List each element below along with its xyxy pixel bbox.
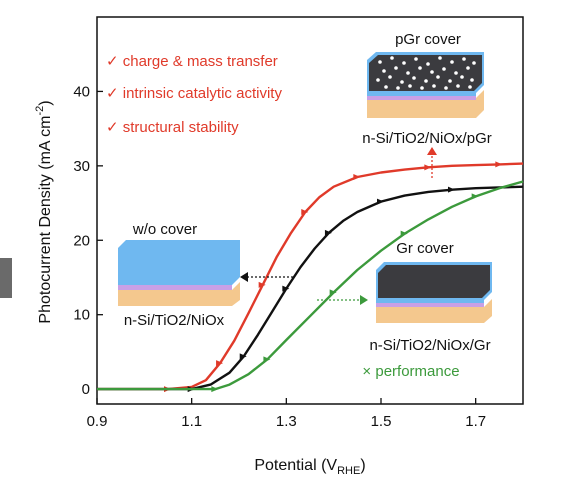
arrow-green-right	[317, 295, 368, 305]
x-tick-label: 0.9	[87, 413, 108, 430]
graphene-pore	[444, 86, 448, 90]
scan-direction-marker	[329, 289, 337, 296]
wo-cover-inset: w/o cover n-Si/TiO2/NiOx	[118, 221, 240, 329]
left-edge-mark	[0, 258, 12, 298]
graphene-pore	[418, 66, 422, 70]
note-charge-transfer: ✓ charge & mass transfer	[106, 53, 278, 70]
note-catalytic-activity: ✓ intrinsic catalytic activity	[106, 85, 282, 102]
gr-graphene-top	[378, 265, 490, 298]
wo-nio-block	[118, 240, 240, 285]
graphene-pore	[414, 57, 418, 61]
gr-substrate	[376, 307, 484, 323]
y-tick-label: 0	[82, 381, 90, 398]
x-axis-title: Potential (VRHE)	[254, 457, 365, 477]
scan-direction-marker	[377, 198, 384, 205]
gr-tio2-layer	[376, 303, 484, 307]
graphene-pore	[468, 85, 472, 89]
y-tick-label: 20	[73, 232, 90, 249]
gr-nio-layer	[376, 300, 484, 303]
graphene-pore	[460, 75, 464, 79]
wo-tio2-layer	[118, 285, 232, 290]
axis-tick-labels: 0.9 1.1 1.3 1.5 1.7 0 10 20 30 40	[73, 83, 486, 430]
graphene-pore	[382, 69, 386, 73]
scan-direction-marker	[239, 353, 247, 360]
note-structural-stability: ✓ structural stability	[106, 119, 239, 136]
graphene-pore	[400, 80, 404, 84]
pgr-nio-layer	[367, 93, 476, 96]
scan-direction-marker	[211, 386, 219, 393]
axis-ticks	[96, 90, 477, 404]
pgr-pores	[376, 56, 476, 90]
graphene-pore	[390, 56, 394, 60]
graphene-pore	[376, 78, 380, 82]
gr-cover-title: Gr cover	[396, 240, 454, 257]
wo-cover-title: w/o cover	[132, 221, 197, 238]
graphene-pore	[438, 56, 442, 60]
scan-direction-marker	[495, 161, 503, 168]
x-tick-label: 1.1	[181, 413, 202, 430]
scan-direction-marker	[424, 164, 432, 171]
graphene-pore	[426, 62, 430, 66]
graphene-pore	[420, 86, 424, 90]
scan-direction-marker	[324, 229, 332, 236]
pgr-tio2-layer	[367, 96, 476, 100]
graphene-pore	[402, 61, 406, 65]
graphene-pore	[430, 70, 434, 74]
graphene-pore	[394, 66, 398, 70]
graphene-pore	[454, 71, 458, 75]
wo-substrate	[118, 282, 240, 306]
graphene-pore	[396, 86, 400, 90]
scan-direction-marker	[471, 193, 479, 200]
scan-direction-marker	[448, 186, 455, 193]
arrow-red-up	[427, 147, 437, 178]
y-tick-label: 30	[73, 158, 90, 175]
arrow-black-left	[240, 272, 293, 282]
graphene-pore	[462, 57, 466, 61]
scan-direction-marker	[263, 356, 271, 363]
pgr-substrate	[367, 100, 476, 118]
scan-direction-marker	[258, 281, 266, 288]
graphene-pore	[412, 76, 416, 80]
graphene-pore	[470, 78, 474, 82]
wo-structure-label: n-Si/TiO2/NiOx	[124, 312, 225, 329]
graphene-pore	[448, 79, 452, 83]
graphene-pore	[424, 79, 428, 83]
x-tick-label: 1.7	[465, 413, 486, 430]
pgr-graphene-top	[369, 55, 482, 91]
graphene-pore	[442, 67, 446, 71]
scan-direction-marker	[282, 285, 290, 292]
graphene-pore	[436, 75, 440, 79]
x-tick-label: 1.3	[276, 413, 297, 430]
pgr-cover-inset: pGr cover n-Si/TiO2/NiOx/pGr	[362, 31, 491, 147]
graphene-pore	[472, 61, 476, 65]
gr-substrate-side	[484, 299, 492, 323]
gr-structure-label: n-Si/TiO2/NiOx/Gr	[369, 337, 490, 354]
performance-note: × performance	[362, 363, 459, 380]
scan-direction-marker	[301, 208, 309, 215]
y-axis-title: Photocurrent Density (mA cm-2)	[34, 100, 54, 323]
scan-direction-marker	[353, 174, 361, 181]
gr-cover-inset: Gr cover n-Si/TiO2/NiOx/Gr × performance	[362, 240, 492, 380]
plot-frame	[96, 16, 524, 405]
graphene-pore	[466, 66, 470, 70]
y-tick-label: 40	[73, 83, 90, 100]
graphene-pore	[384, 85, 388, 89]
series-group	[97, 161, 524, 393]
pgr-cover-title: pGr cover	[395, 31, 461, 48]
graphene-pore	[450, 60, 454, 64]
scan-direction-marker	[400, 230, 408, 237]
graphene-pore	[406, 71, 410, 75]
scan-direction-marker	[216, 360, 224, 367]
graphene-pore	[432, 84, 436, 88]
graphene-pore	[408, 84, 412, 88]
graphene-pore	[378, 60, 382, 64]
y-tick-label: 10	[73, 307, 90, 324]
graphene-pore	[456, 84, 460, 88]
graphene-pore	[388, 75, 392, 79]
pgr-structure-label: n-Si/TiO2/NiOx/pGr	[362, 130, 491, 147]
x-tick-label: 1.5	[371, 413, 392, 430]
series-line-gr	[97, 180, 524, 391]
